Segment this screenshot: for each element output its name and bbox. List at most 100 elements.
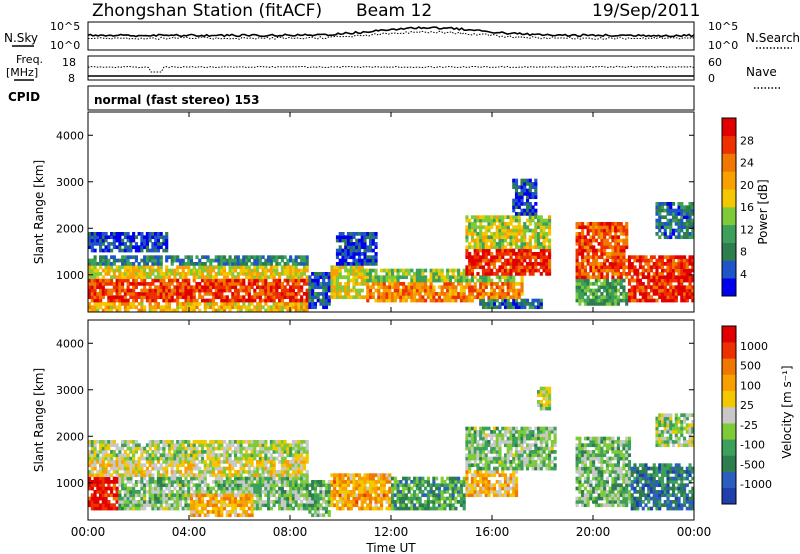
heatmap-cell <box>261 268 265 273</box>
heatmap-cell <box>112 496 116 501</box>
heatmap-cell <box>363 238 367 243</box>
heatmap-cell <box>294 265 298 270</box>
heatmap-cell <box>198 258 202 263</box>
heatmap-cell <box>192 288 196 293</box>
heatmap-cell <box>239 268 243 273</box>
heatmap-cell <box>156 288 161 293</box>
heatmap-cell <box>156 496 161 501</box>
heatmap-cell <box>625 222 629 226</box>
heatmap-cell <box>261 262 265 266</box>
heatmap-cell <box>517 192 521 196</box>
heatmap-cell <box>534 178 538 183</box>
heatmap-cell <box>145 473 149 478</box>
heatmap-cell <box>333 275 337 280</box>
heatmap-cell <box>211 453 216 458</box>
heatmap-cell <box>346 235 351 240</box>
heatmap-cell <box>630 285 634 290</box>
heatmap-cell <box>233 305 238 310</box>
heatmap-cell <box>211 265 216 270</box>
heatmap-cell <box>603 238 607 243</box>
heatmap-cell <box>674 228 678 233</box>
heatmap-cell <box>487 275 491 280</box>
heatmap-cell <box>501 298 505 303</box>
heatmap-cell <box>300 443 304 448</box>
heatmap-cell <box>396 288 400 293</box>
heatmap-cell <box>222 298 227 303</box>
heatmap-cell <box>99 238 103 243</box>
heatmap-cell <box>148 493 152 498</box>
heatmap-cell <box>421 268 425 273</box>
heatmap-cell <box>245 460 249 464</box>
heatmap-cell <box>247 308 251 313</box>
heatmap-cell <box>512 285 516 290</box>
heatmap-cell <box>107 446 111 451</box>
heatmap-cell <box>514 182 519 186</box>
heatmap-cell <box>242 440 246 444</box>
heatmap-cell <box>250 295 254 300</box>
heatmap-cell <box>88 295 92 300</box>
heatmap-cell <box>126 443 130 448</box>
heatmap-cell <box>228 493 232 498</box>
heatmap-cell <box>173 272 177 276</box>
heatmap-cell <box>280 503 284 508</box>
heatmap-cell <box>658 208 662 213</box>
heatmap-cell <box>368 292 373 296</box>
heatmap-cell <box>123 245 127 250</box>
heatmap-cell <box>437 272 441 276</box>
heatmap-cell <box>525 228 530 233</box>
heatmap-cell <box>272 470 276 474</box>
heatmap-cell <box>517 265 521 270</box>
heatmap-cell <box>156 295 161 300</box>
heatmap-cell <box>300 275 304 280</box>
heatmap-cell <box>437 295 441 300</box>
heatmap-cell <box>93 285 97 290</box>
heatmap-cell <box>346 238 351 243</box>
heatmap-cell <box>184 275 188 280</box>
heatmap-cell <box>112 302 116 306</box>
heatmap-cell <box>473 228 477 233</box>
heatmap-cell <box>666 288 670 293</box>
heatmap-cell <box>247 496 251 501</box>
heatmap-cell <box>88 503 92 508</box>
heatmap-cell <box>256 503 260 508</box>
heatmap-cell <box>338 496 342 501</box>
heatmap-cell <box>663 298 667 303</box>
heatmap-cell <box>203 282 207 286</box>
heatmap-cell <box>534 305 538 310</box>
heatmap-cell <box>93 450 97 454</box>
heatmap-cell <box>355 288 359 293</box>
heatmap-cell <box>429 282 433 286</box>
heatmap-cell <box>308 493 312 498</box>
heatmap-cell <box>308 285 312 290</box>
heatmap-cell <box>616 255 621 260</box>
heatmap-cell <box>187 295 191 300</box>
heatmap-cell <box>286 493 290 498</box>
heatmap-cell <box>633 258 637 263</box>
heatmap-cell <box>399 288 403 293</box>
heatmap-cell <box>589 245 593 250</box>
heatmap-cell <box>503 268 508 273</box>
heatmap-cell <box>291 446 295 451</box>
heatmap-cell <box>490 295 494 300</box>
heatmap-cell <box>278 446 282 451</box>
heatmap-cell <box>338 473 342 478</box>
heatmap-cell <box>630 288 634 293</box>
heatmap-cell <box>531 182 535 186</box>
heatmap-cell <box>134 298 138 303</box>
heatmap-cell <box>247 460 251 464</box>
heatmap-cell <box>250 285 254 290</box>
heatmap-cell <box>253 298 257 303</box>
heatmap-cell <box>534 182 538 186</box>
heatmap-cell <box>531 255 535 260</box>
heatmap-cell <box>685 272 689 276</box>
heatmap-cell <box>479 228 483 233</box>
heatmap-cell <box>93 232 97 236</box>
heatmap-cell <box>418 282 422 286</box>
heatmap-cell <box>242 278 246 283</box>
heatmap-cell <box>333 268 337 273</box>
heatmap-cell <box>148 473 152 478</box>
heatmap-cell <box>473 265 477 270</box>
heatmap-cell <box>112 463 116 468</box>
heatmap-cell <box>330 275 334 280</box>
heatmap-cell <box>338 252 342 256</box>
